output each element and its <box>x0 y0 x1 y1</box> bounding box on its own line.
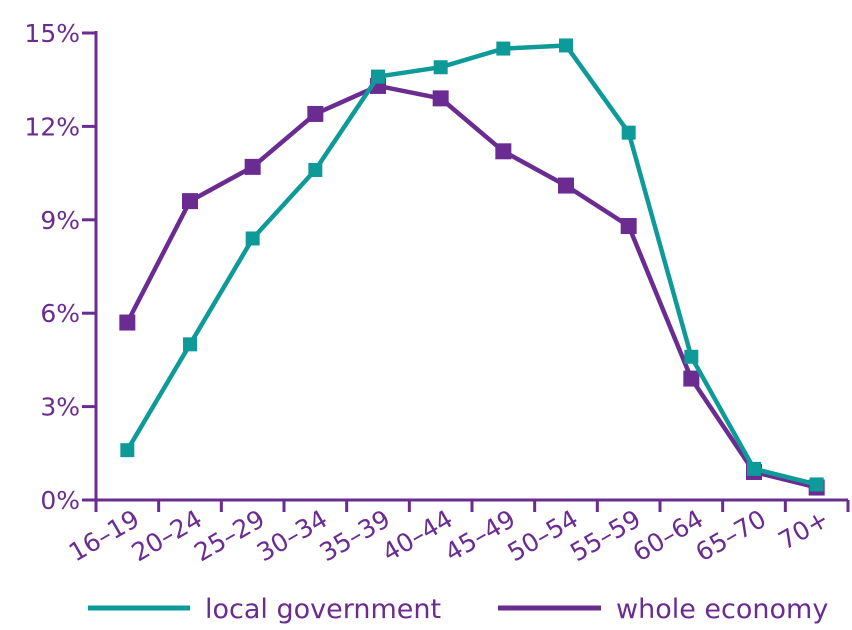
series-layer <box>119 38 825 496</box>
x-tick-label: 35–39 <box>315 504 395 567</box>
x-tick-label: 40–44 <box>377 504 457 567</box>
series-whole-economy <box>119 77 825 496</box>
legend: local government whole economy <box>88 594 828 625</box>
data-point <box>558 177 574 194</box>
x-axis-ticks: 16–1920–2425–2930–3435–3940–4445–4950–54… <box>64 500 850 567</box>
y-tick-label: 6% <box>40 299 80 328</box>
data-point <box>684 349 699 364</box>
data-point <box>809 477 824 492</box>
data-point <box>182 193 198 210</box>
data-point <box>559 38 573 53</box>
y-axis-ticks: 0% 3% 6% 9% 12% 15% <box>24 19 96 515</box>
data-point <box>433 60 448 75</box>
y-tick-label: 12% <box>24 112 80 141</box>
legend-item: local government <box>88 594 441 625</box>
legend-label: local government <box>205 594 441 625</box>
legend-item: whole economy <box>498 594 828 625</box>
data-point <box>432 90 449 107</box>
x-tick-label: 50–54 <box>503 504 583 567</box>
x-tick-label: 30–34 <box>252 504 332 567</box>
series-line <box>125 83 818 490</box>
data-point <box>683 370 700 387</box>
data-point <box>245 231 260 246</box>
data-point <box>621 125 636 140</box>
data-point <box>119 314 136 331</box>
x-tick-label: 70+ <box>773 504 833 555</box>
y-tick-label: 0% <box>40 486 80 515</box>
x-tick-label: 60–64 <box>628 504 708 567</box>
data-point <box>747 461 761 476</box>
data-point <box>183 337 197 352</box>
x-tick-label: 45–49 <box>440 504 520 567</box>
legend-label: whole economy <box>616 594 828 625</box>
x-tick-label: 20–24 <box>127 504 207 567</box>
y-tick-label: 15% <box>24 19 80 48</box>
x-tick-label: 55–59 <box>565 504 645 567</box>
data-point <box>120 443 135 458</box>
data-point <box>371 69 385 84</box>
data-point <box>620 218 637 235</box>
data-point <box>308 162 323 177</box>
y-tick-label: 3% <box>40 393 80 422</box>
data-point <box>244 158 261 175</box>
y-tick-label: 9% <box>40 206 80 235</box>
x-tick-label: 65–70 <box>691 504 771 567</box>
x-tick-label: 25–29 <box>189 504 269 567</box>
data-point <box>496 41 511 56</box>
series-line <box>125 43 818 487</box>
series-local-government <box>120 38 824 492</box>
data-point <box>307 105 324 122</box>
data-point <box>495 143 512 160</box>
